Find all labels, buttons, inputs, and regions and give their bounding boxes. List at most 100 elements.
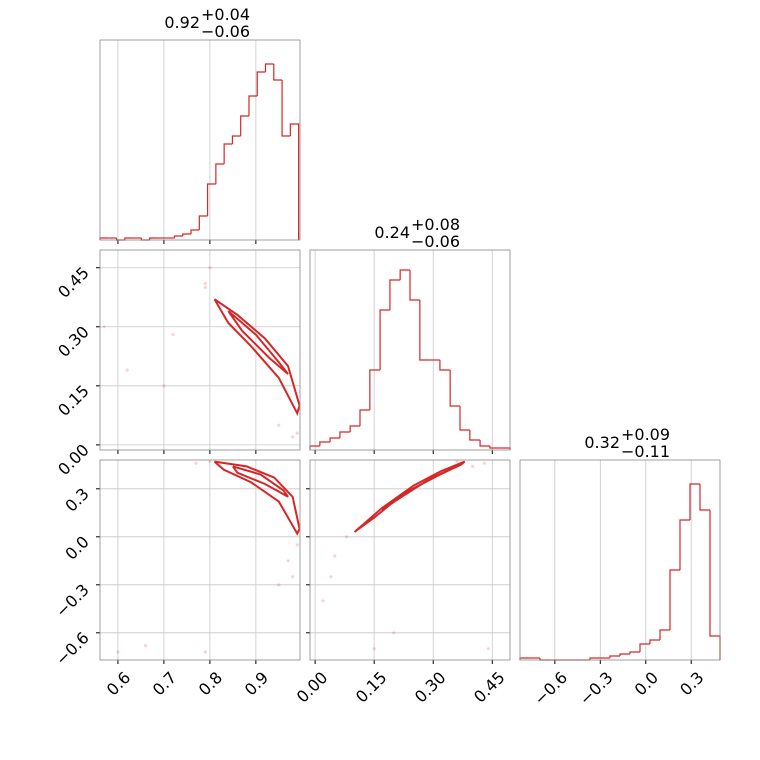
histogram-bin bbox=[459, 406, 470, 431]
y-tick-label: 0.15 bbox=[54, 381, 93, 420]
sample-point bbox=[286, 559, 290, 563]
histogram-bin bbox=[449, 370, 460, 407]
sample-point bbox=[116, 650, 120, 654]
histogram-bin bbox=[149, 237, 158, 240]
plot-area bbox=[321, 460, 490, 651]
x-tick-label: 0.30 bbox=[411, 668, 450, 707]
sample-point bbox=[345, 535, 349, 539]
histogram-bin bbox=[439, 360, 451, 371]
contour bbox=[232, 465, 289, 498]
sample-point bbox=[329, 575, 333, 579]
panel-frame bbox=[309, 459, 511, 661]
histogram-bin bbox=[240, 115, 249, 136]
sample-point bbox=[208, 460, 212, 464]
histogram-bin bbox=[289, 123, 300, 240]
histogram-bin bbox=[619, 653, 630, 656]
sample-point bbox=[455, 460, 459, 464]
contour bbox=[381, 467, 454, 511]
y-tick-label: 0.00 bbox=[54, 440, 93, 479]
sample-point bbox=[295, 431, 299, 435]
title-upper: +0.04 bbox=[201, 5, 250, 24]
title-value: 0.32 bbox=[584, 433, 620, 452]
panel-frame bbox=[99, 249, 301, 451]
histogram-bin bbox=[273, 64, 283, 81]
sample-point bbox=[291, 575, 295, 579]
panel-frame bbox=[99, 459, 301, 661]
histogram-bin bbox=[639, 643, 650, 652]
histogram-bin bbox=[329, 437, 340, 442]
x-tick-label: 0.9 bbox=[241, 668, 272, 699]
contour bbox=[227, 310, 289, 375]
histogram-bin bbox=[689, 483, 700, 520]
panel-frame bbox=[99, 39, 301, 241]
x-tick-label: 0.0 bbox=[631, 668, 662, 699]
histogram-bin bbox=[190, 229, 200, 234]
sample-point bbox=[143, 644, 148, 648]
x-tick-label: 0.45 bbox=[470, 668, 509, 707]
sample-point bbox=[203, 650, 207, 654]
x-tick-label: 0.8 bbox=[195, 668, 226, 699]
title-value: 0.92 bbox=[164, 13, 200, 32]
x-tick-label: 0.3 bbox=[676, 668, 707, 699]
y-tick-label: 0.3 bbox=[61, 484, 92, 515]
histogram-bin bbox=[609, 655, 620, 658]
histogram-bin bbox=[669, 569, 680, 630]
sample-point bbox=[171, 333, 175, 337]
sample-point bbox=[392, 631, 396, 635]
panel-frame bbox=[309, 249, 511, 451]
histogram-bin bbox=[589, 657, 600, 660]
contour bbox=[213, 298, 300, 417]
sample-point bbox=[482, 461, 487, 465]
histogram-bin bbox=[173, 235, 183, 238]
title-upper: +0.09 bbox=[621, 425, 670, 444]
sample-point bbox=[208, 266, 212, 270]
histogram-bin bbox=[369, 369, 381, 410]
histogram-bin bbox=[339, 431, 351, 438]
histogram-bin bbox=[379, 309, 390, 370]
histogram-bin bbox=[256, 71, 266, 96]
histogram-bin bbox=[349, 425, 360, 432]
histogram-bin bbox=[409, 270, 420, 301]
sample-point bbox=[277, 423, 281, 427]
histogram-bin bbox=[231, 135, 241, 144]
histogram-bin bbox=[399, 269, 410, 280]
histogram-bin bbox=[419, 300, 431, 361]
histogram-bin bbox=[248, 95, 258, 116]
sample-point bbox=[321, 599, 325, 603]
histogram-bin bbox=[389, 279, 401, 310]
histogram-bin bbox=[659, 629, 670, 640]
histogram-bin bbox=[182, 233, 192, 236]
plot-area bbox=[116, 460, 300, 654]
sample-point bbox=[203, 281, 207, 286]
histogram-bin bbox=[359, 409, 370, 426]
sample-point bbox=[162, 384, 166, 388]
x-tick-label: 0.15 bbox=[352, 668, 391, 707]
sample-point bbox=[102, 325, 106, 329]
x-tick-label: 0.7 bbox=[149, 668, 180, 699]
histogram-bin bbox=[629, 651, 640, 654]
histogram-bin bbox=[206, 183, 216, 216]
sample-point bbox=[194, 461, 198, 465]
title-value: 0.24 bbox=[374, 223, 410, 242]
x-tick-label: 0.00 bbox=[293, 668, 332, 707]
title-lower: −0.06 bbox=[411, 232, 460, 251]
contour bbox=[353, 460, 466, 533]
title-lower: −0.11 bbox=[621, 442, 670, 461]
histogram-bin bbox=[198, 215, 208, 230]
title-lower: −0.06 bbox=[201, 22, 250, 41]
sample-point bbox=[470, 464, 475, 468]
histogram-bin bbox=[469, 430, 481, 441]
sample-point bbox=[277, 583, 281, 587]
sample-point bbox=[372, 647, 376, 651]
histogram-bin bbox=[319, 441, 331, 446]
x-tick-label: −0.6 bbox=[530, 668, 571, 709]
y-tick-label: −0.6 bbox=[52, 628, 93, 669]
histogram-bin bbox=[215, 163, 225, 184]
histogram-bin bbox=[223, 143, 233, 164]
histogram-bin bbox=[709, 510, 721, 660]
sample-point bbox=[291, 435, 295, 439]
histogram-bin bbox=[489, 446, 501, 449]
x-tick-label: 0.6 bbox=[103, 668, 134, 699]
sample-point bbox=[203, 285, 207, 290]
